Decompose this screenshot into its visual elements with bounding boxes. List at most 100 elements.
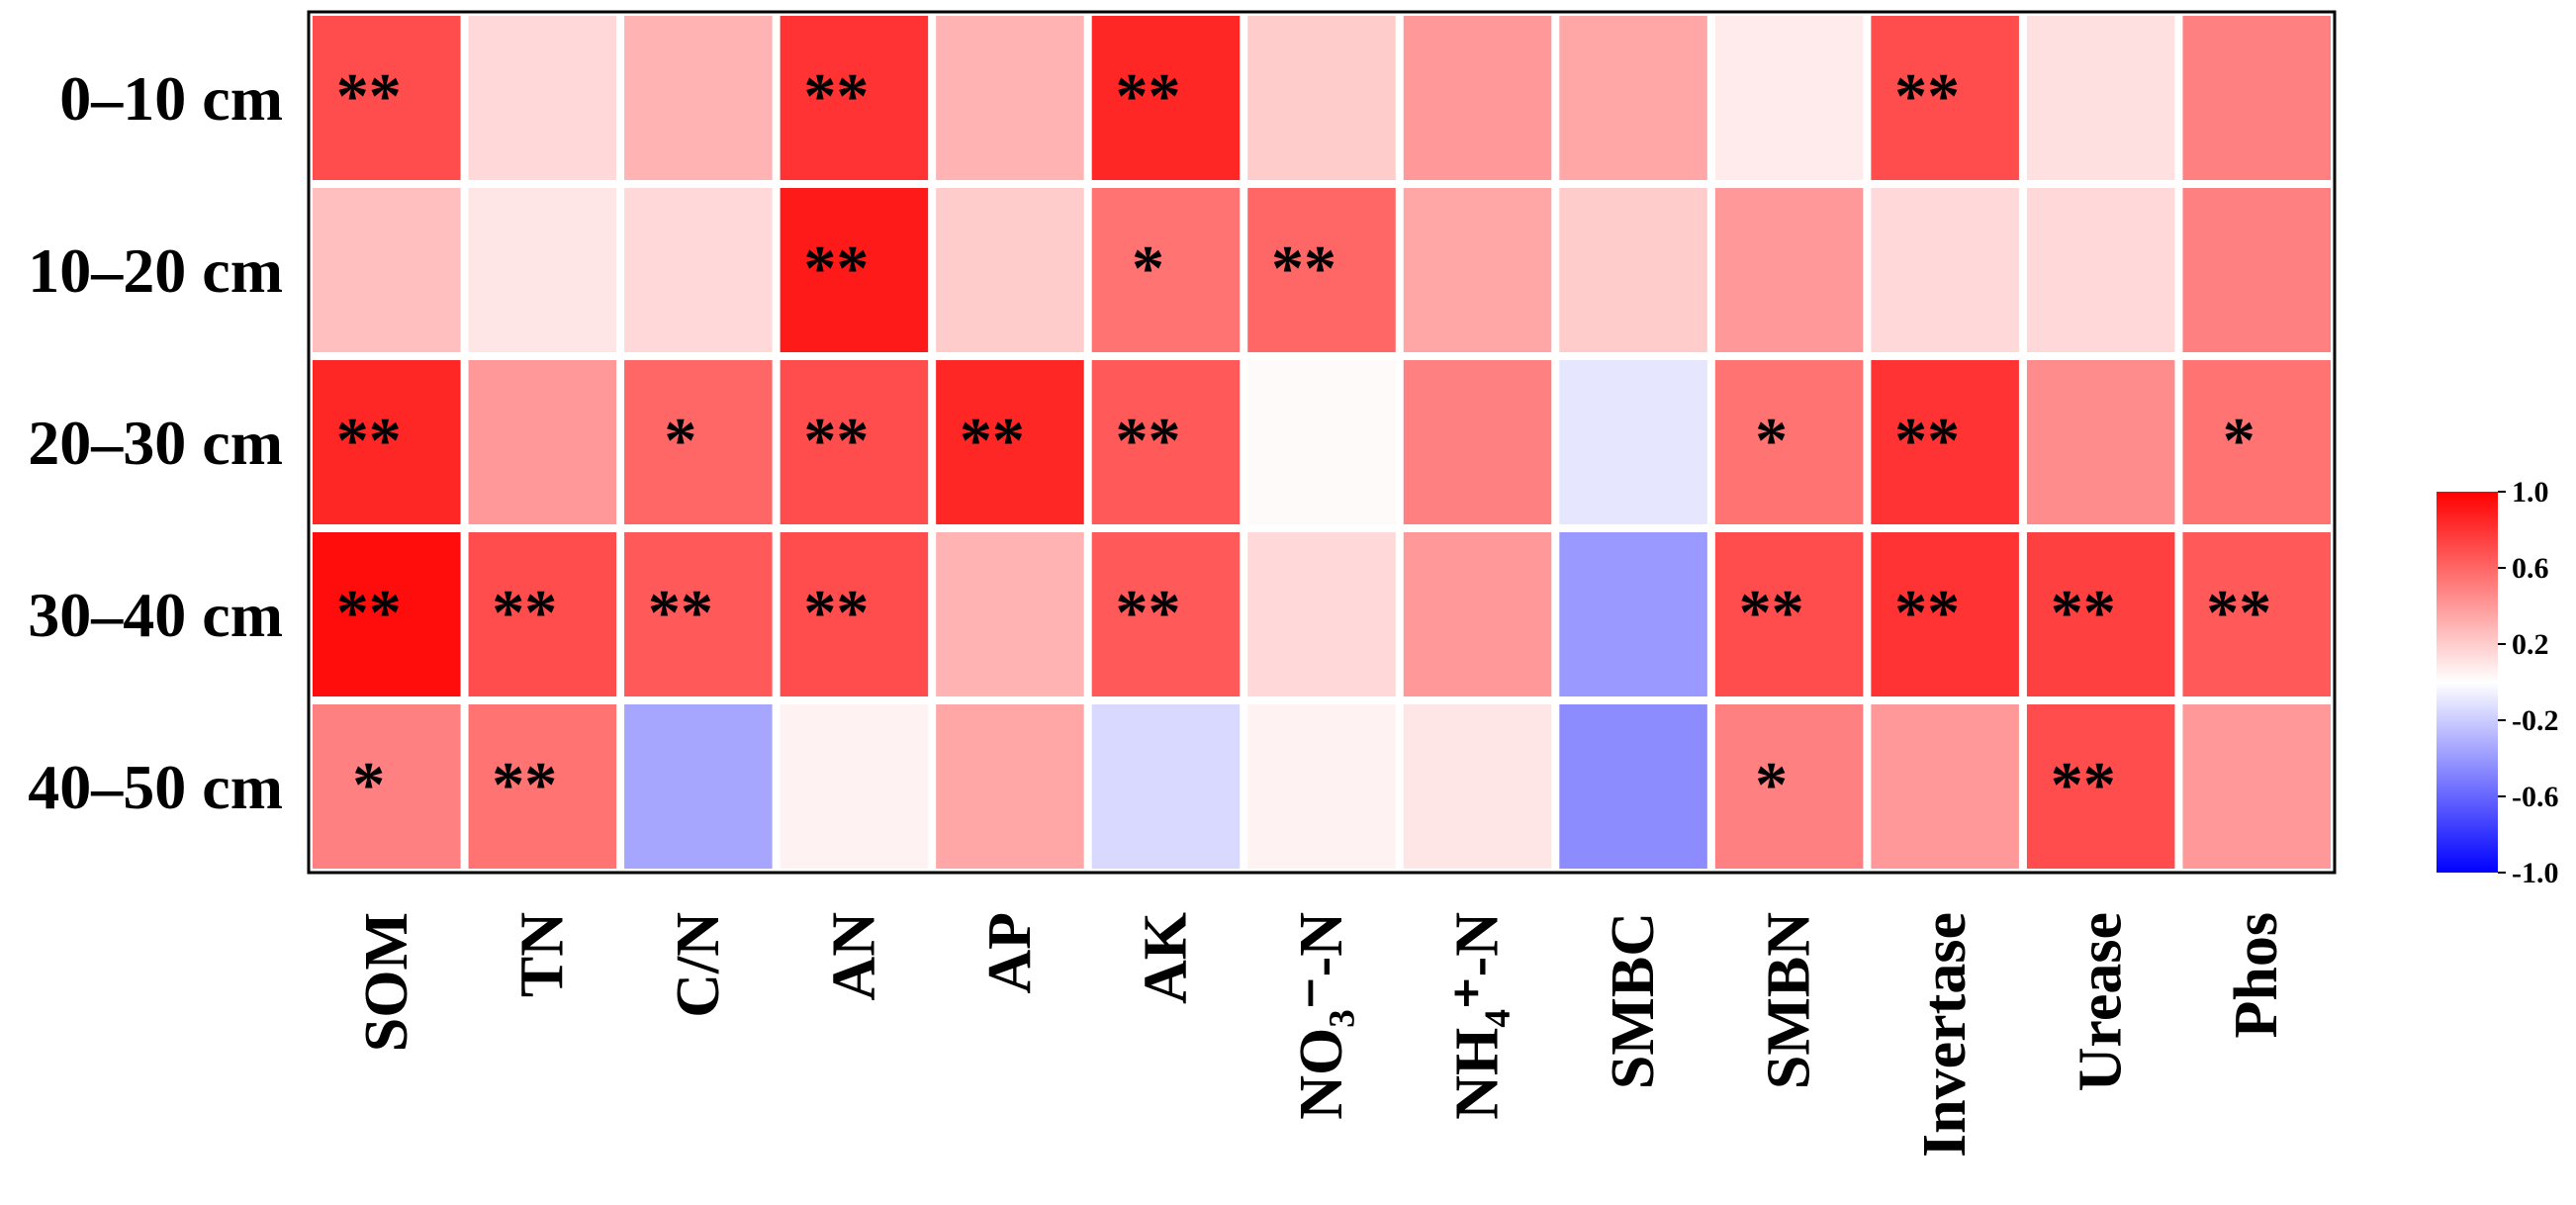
heatmap-cell (1714, 188, 1864, 352)
heatmap-cell (468, 360, 617, 524)
significance-label: ** (336, 60, 402, 133)
row-label: 0–10 cm (59, 63, 283, 134)
heatmap-cell (1559, 360, 1707, 524)
heatmap-cell (2026, 704, 2175, 869)
heatmap-cell (936, 532, 1084, 696)
significance-label: ** (803, 232, 869, 305)
row-label: 10–20 cm (28, 235, 283, 306)
significance-label: ** (803, 60, 869, 133)
heatmap-cell (2182, 704, 2331, 869)
significance-label: ** (1739, 577, 1804, 649)
heatmap-cell (2026, 188, 2175, 352)
significance-label: ** (2051, 749, 2116, 821)
heatmap-cell (313, 188, 461, 352)
significance-label: ** (1894, 60, 1960, 133)
colorbar-tick-label: -1.0 (2512, 857, 2559, 889)
colorbar-tick-label: 1.0 (2512, 476, 2549, 509)
significance-label: ** (1894, 405, 1960, 477)
plot-border (307, 10, 2337, 875)
colorbar-tick-label: 0.2 (2512, 628, 2549, 661)
significance-label: * (352, 749, 385, 821)
column-label: TN (508, 912, 576, 997)
column-label: Phos (2223, 912, 2290, 1038)
heatmap-cell (1247, 360, 1396, 524)
significance-label: ** (492, 749, 557, 821)
heatmap-cell (1403, 188, 1552, 352)
colorbar-tick-label: 0.6 (2512, 552, 2549, 585)
colorbar-tick-label: -0.2 (2512, 704, 2559, 737)
column-label: SOM (353, 912, 420, 1052)
heatmap-cell (1871, 188, 2019, 352)
heatmap-cell (624, 360, 773, 524)
heatmap-cell (1403, 532, 1552, 696)
heatmap-cell (624, 704, 773, 869)
column-label: AP (976, 912, 1044, 994)
significance-label: ** (336, 405, 402, 477)
heatmap-cell (1091, 16, 1241, 180)
significance-label: ** (803, 405, 869, 477)
heatmap-cell (1247, 188, 1396, 352)
significance-label: * (1755, 405, 1788, 477)
heatmap-cell (624, 532, 773, 696)
heatmap-cell (1714, 704, 1864, 869)
heatmap-cell (2182, 532, 2331, 696)
heatmap-cell (468, 704, 617, 869)
heatmap-cell (936, 704, 1084, 869)
heatmap-cell (1871, 16, 2019, 180)
heatmap-cell (1247, 532, 1396, 696)
significance-label: * (2223, 405, 2255, 477)
row-label: 20–30 cm (28, 408, 283, 478)
significance-label: * (1132, 232, 1164, 305)
heatmap-cell (624, 188, 773, 352)
significance-label: ** (2051, 577, 2116, 649)
heatmap-cell (313, 360, 461, 524)
column-label: AK (1132, 912, 1199, 1004)
heatmap-cell (1091, 532, 1241, 696)
heatmap-cell (1091, 704, 1241, 869)
significance-label: ** (1115, 577, 1180, 649)
heatmap-cell (780, 16, 929, 180)
colorbar (2437, 492, 2498, 873)
heatmap-cell (1403, 704, 1552, 869)
heatmap-cell (1714, 360, 1864, 524)
heatmap-cell (1247, 16, 1396, 180)
significance-label: ** (1115, 60, 1180, 133)
heatmap-cell (2026, 360, 2175, 524)
column-label: Invertase (1911, 912, 1978, 1158)
heatmap-cell (1403, 16, 1552, 180)
significance-label: * (664, 405, 696, 477)
column-label: SMBC (1600, 912, 1667, 1089)
colorbar-tick-label: -0.6 (2512, 781, 2559, 813)
column-label: SMBN (1756, 912, 1823, 1089)
column-label: C/N (665, 912, 732, 1018)
heatmap-cell (1714, 532, 1864, 696)
significance-label: * (1755, 749, 1788, 821)
significance-label: ** (648, 577, 713, 649)
significance-label: ** (2206, 577, 2271, 649)
heatmap-cell (1091, 360, 1241, 524)
significance-label: ** (1115, 405, 1180, 477)
heatmap-cell (1559, 16, 1707, 180)
heatmap-cell (1559, 188, 1707, 352)
heatmap-cell (936, 188, 1084, 352)
significance-label: ** (1271, 232, 1336, 305)
heatmap-cell (2182, 16, 2331, 180)
heatmap-cell (1559, 532, 1707, 696)
heatmap-cell (2182, 188, 2331, 352)
significance-label: ** (803, 577, 869, 649)
row-label: 30–40 cm (28, 580, 283, 650)
heatmap-cell (1871, 704, 2019, 869)
heatmap-cell (624, 16, 773, 180)
column-label: NO₃⁻-N (1288, 912, 1355, 1120)
heatmap-cell (780, 532, 929, 696)
column-label: Urease (2068, 912, 2135, 1091)
heatmap-cell (780, 704, 929, 869)
heatmap-cell (313, 704, 461, 869)
heatmap-cell (1091, 188, 1241, 352)
heatmap-cell (1559, 704, 1707, 869)
heatmap-cell (468, 532, 617, 696)
heatmap-cell (1871, 532, 2019, 696)
heatmap-cell (2182, 360, 2331, 524)
heatmap-cell (313, 532, 461, 696)
